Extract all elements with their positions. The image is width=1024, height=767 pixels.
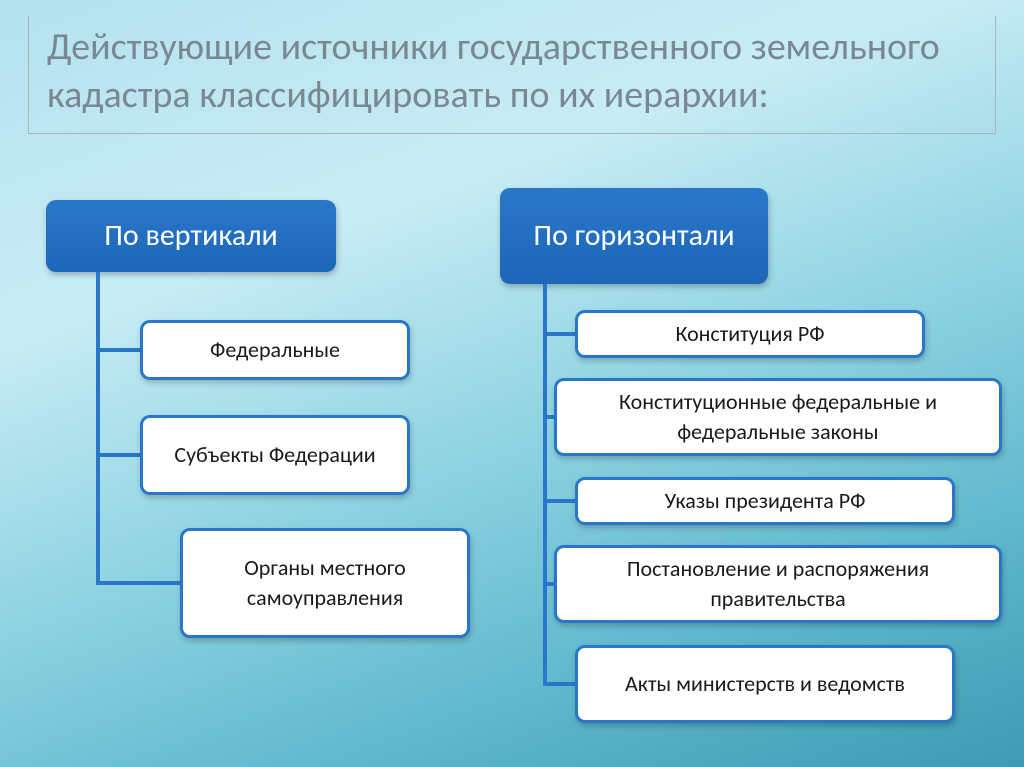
- left-node-1: Федеральные: [140, 320, 410, 380]
- right-branch-1: [543, 332, 575, 336]
- right-node-5: Акты министерств и ведомств: [575, 645, 955, 723]
- page-title: Действующие источники государственного з…: [28, 16, 996, 134]
- right-branch-3: [543, 499, 575, 503]
- right-node-4: Постановление и распоряжения правительст…: [554, 545, 1002, 623]
- right-branch-4: [543, 582, 554, 586]
- right-branch-2: [543, 415, 554, 419]
- left-header: По вертикали: [46, 200, 336, 272]
- left-branch-2: [96, 453, 140, 457]
- right-branch-5: [543, 682, 575, 686]
- left-branch-3: [96, 581, 180, 585]
- left-branch-1: [96, 348, 140, 352]
- right-trunk: [543, 284, 547, 686]
- right-node-1: Конституция РФ: [575, 310, 925, 358]
- right-header: По горизонтали: [500, 188, 768, 284]
- left-node-3: Органы местного самоуправления: [180, 528, 470, 638]
- right-node-3: Указы президента РФ: [575, 477, 955, 525]
- left-trunk: [96, 272, 100, 585]
- right-node-2: Конституционные федеральные и федеральны…: [554, 378, 1002, 456]
- left-node-2: Субъекты Федерации: [140, 415, 410, 495]
